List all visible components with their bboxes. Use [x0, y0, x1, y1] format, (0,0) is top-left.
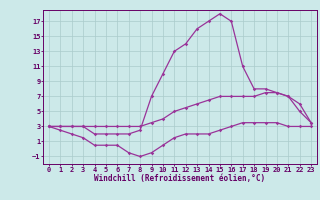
X-axis label: Windchill (Refroidissement éolien,°C): Windchill (Refroidissement éolien,°C): [94, 174, 266, 183]
